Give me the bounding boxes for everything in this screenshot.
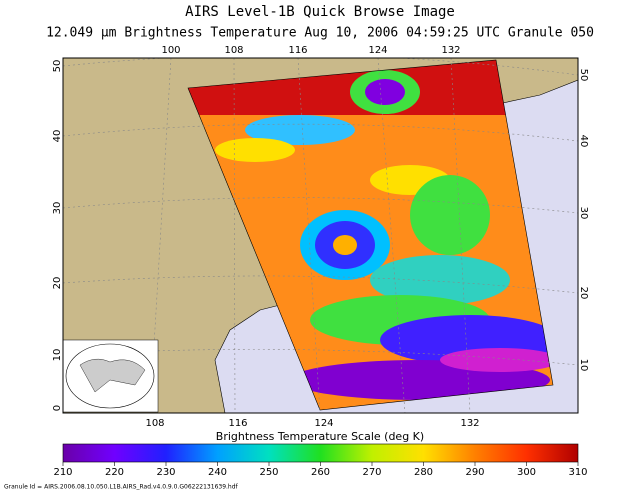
lon-label: 108 xyxy=(224,45,243,56)
colorbar-tick-label: 290 xyxy=(465,467,484,478)
lon-label: 100 xyxy=(161,45,180,56)
subtitle: 12.049 μm Brightness Temperature Aug 10,… xyxy=(46,26,594,41)
colorbar-label: Brightness Temperature Scale (deg K) xyxy=(216,430,424,443)
lat-label: 20 xyxy=(52,277,63,290)
colorbar-tick-label: 270 xyxy=(362,467,381,478)
map xyxy=(63,58,578,413)
colorbar-tick-label: 230 xyxy=(156,467,175,478)
lon-label: 116 xyxy=(288,45,307,56)
lat-label: 40 xyxy=(52,130,63,143)
lon-label: 116 xyxy=(228,418,247,429)
lat-label: 40 xyxy=(578,135,589,148)
lon-label: 132 xyxy=(460,418,479,429)
lon-label: 124 xyxy=(368,45,387,56)
title: AIRS Level-1B Quick Browse Image xyxy=(185,4,455,20)
lat-label: 30 xyxy=(578,207,589,220)
lat-label: 0 xyxy=(52,405,63,411)
colorbar-tick-label: 280 xyxy=(414,467,433,478)
colorbar-tick-label: 210 xyxy=(53,467,72,478)
map-frame xyxy=(62,57,579,414)
lat-label: 30 xyxy=(52,202,63,215)
colorbar xyxy=(62,443,579,463)
lat-label: 10 xyxy=(578,359,589,372)
lon-label: 108 xyxy=(145,418,164,429)
colorbar-tick-label: 240 xyxy=(208,467,227,478)
lat-label: 50 xyxy=(52,60,63,73)
colorbar-tick-label: 220 xyxy=(105,467,124,478)
colorbar-tick-label: 250 xyxy=(259,467,278,478)
footer: Granule Id = AIRS.2006.08.10.050.L1B.AIR… xyxy=(4,484,239,491)
colorbar-tick-label: 300 xyxy=(517,467,536,478)
colorbar-tick-label: 260 xyxy=(311,467,330,478)
lat-label: 50 xyxy=(578,69,589,82)
lon-label: 124 xyxy=(314,418,333,429)
colorbar-tick-label: 310 xyxy=(568,467,587,478)
lat-label: 20 xyxy=(578,287,589,300)
lat-label: 10 xyxy=(52,349,63,362)
lon-label: 132 xyxy=(441,45,460,56)
